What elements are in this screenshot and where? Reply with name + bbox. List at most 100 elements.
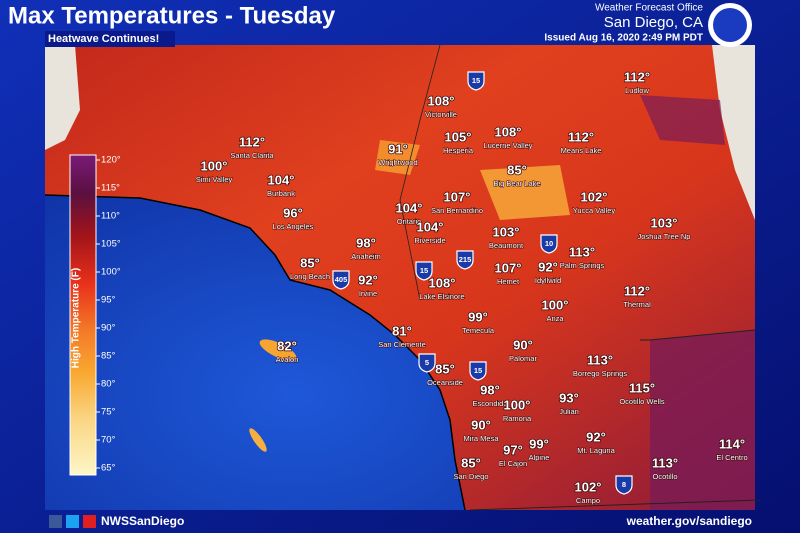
facebook-icon[interactable] xyxy=(49,515,62,528)
legend-tick-label: 100° xyxy=(101,267,121,278)
location: San Diego, CA xyxy=(604,14,703,31)
temperature: 92° xyxy=(586,429,606,444)
social-handle[interactable]: NWSSanDiego xyxy=(101,514,184,528)
place-name: Mira Mesa xyxy=(463,434,499,443)
temperature: 98° xyxy=(480,382,500,397)
temperature: 90° xyxy=(471,417,491,432)
place-name: Beaumont xyxy=(489,241,524,250)
highway-number: 15 xyxy=(474,366,482,375)
place-name: Wrightwood xyxy=(378,158,417,167)
temperature: 114° xyxy=(719,436,745,451)
legend-tick-label: 75° xyxy=(101,407,116,418)
highway-number: 5 xyxy=(425,358,429,367)
temperature: 85° xyxy=(435,361,455,376)
legend-tick-label: 85° xyxy=(101,351,116,362)
temperature: 108° xyxy=(495,124,522,139)
temperature: 85° xyxy=(507,162,527,177)
place-name: El Centro xyxy=(716,453,747,462)
place-name: Oceanside xyxy=(427,378,463,387)
place-name: Avalon xyxy=(276,355,299,364)
legend-tick-label: 65° xyxy=(101,463,116,474)
temperature: 90° xyxy=(513,337,533,352)
highway-shield xyxy=(469,361,487,381)
place-name: Anza xyxy=(546,314,564,323)
subtitle-box xyxy=(45,31,175,47)
temperature: 104° xyxy=(268,172,295,187)
issued: Issued Aug 16, 2020 2:49 PM PDT xyxy=(544,33,703,44)
temperature: 100° xyxy=(542,297,569,312)
place-name: Ocotillo Wells xyxy=(619,397,665,406)
temperature: 108° xyxy=(429,275,456,290)
place-name: Big Bear Lake xyxy=(493,179,540,188)
temperature: 113° xyxy=(569,244,595,259)
temperature: 112° xyxy=(239,134,265,149)
place-name: Lake Elsinore xyxy=(419,292,464,301)
temperature: 115° xyxy=(629,380,655,395)
temperature: 113° xyxy=(587,352,613,367)
place-name: San Bernardino xyxy=(431,206,483,215)
place-name: Santa Clarita xyxy=(230,151,274,160)
temperature: 102° xyxy=(575,479,602,494)
place-name: Victorville xyxy=(425,110,457,119)
place-name: El Cajon xyxy=(499,459,527,468)
temperature: 112° xyxy=(568,129,594,144)
temperature: 100° xyxy=(504,397,531,412)
county-line xyxy=(640,329,756,341)
temperature: 81° xyxy=(392,323,412,338)
place-name: Long Beach xyxy=(290,272,330,281)
highway-shield xyxy=(615,475,633,495)
outside-region xyxy=(45,45,80,150)
temperature: 100° xyxy=(201,158,228,173)
place-name: Palomar xyxy=(509,354,537,363)
temperature: 97° xyxy=(503,442,523,457)
legend-tick-label: 70° xyxy=(101,435,116,446)
temperature: 107° xyxy=(444,189,471,204)
highway-shield xyxy=(540,234,558,254)
temperature: 98° xyxy=(356,235,376,250)
highway-shield xyxy=(418,353,436,373)
youtube-icon[interactable] xyxy=(83,515,96,528)
temperature: 96° xyxy=(283,205,303,220)
legend-tick-label: 110° xyxy=(101,211,120,222)
office: Weather Forecast Office xyxy=(595,3,703,14)
highway-shield xyxy=(332,270,350,290)
place-name: Los Angeles xyxy=(273,222,314,231)
temperature: 112° xyxy=(624,69,650,84)
place-name: Ludlow xyxy=(625,86,649,95)
temperature: 102° xyxy=(581,189,608,204)
temperature: 103° xyxy=(651,215,678,230)
temperature: 91° xyxy=(388,141,408,156)
subtitle: Heatwave Continues! xyxy=(48,33,159,45)
place-name: Burbank xyxy=(267,189,295,198)
temperature: 107° xyxy=(495,260,522,275)
place-name: Escondido xyxy=(472,399,507,408)
place-name: San Diego xyxy=(453,472,488,481)
highway-shield xyxy=(467,71,485,91)
legend-tick-label: 95° xyxy=(101,295,116,306)
nws-logo-inner xyxy=(713,8,747,42)
highway-number: 8 xyxy=(622,480,626,489)
twitter-icon[interactable] xyxy=(66,515,79,528)
place-name: Thermal xyxy=(623,300,651,309)
legend-tick-label: 115° xyxy=(101,183,120,194)
place-name: Yucca Valley xyxy=(573,206,616,215)
website[interactable]: weather.gov/sandiego xyxy=(626,514,752,528)
temperature: 105° xyxy=(445,129,472,144)
place-name: Campo xyxy=(576,496,600,505)
place-name: Palm Springs xyxy=(560,261,605,270)
highway-number: 215 xyxy=(459,255,472,264)
legend-tick-label: 120° xyxy=(101,155,121,166)
place-name: Mt. Laguna xyxy=(577,446,615,455)
border-line xyxy=(469,499,761,511)
place-name: Borrego Springs xyxy=(573,369,627,378)
place-name: Irvine xyxy=(359,289,377,298)
legend-tick-label: 105° xyxy=(101,239,121,250)
place-name: Hemet xyxy=(497,277,520,286)
place-name: San Clemente xyxy=(378,340,426,349)
highway-number: 10 xyxy=(545,239,553,248)
highway-shield xyxy=(415,261,433,281)
temperature: 99° xyxy=(529,436,549,451)
outside-region xyxy=(712,45,755,220)
temperature: 85° xyxy=(461,455,481,470)
